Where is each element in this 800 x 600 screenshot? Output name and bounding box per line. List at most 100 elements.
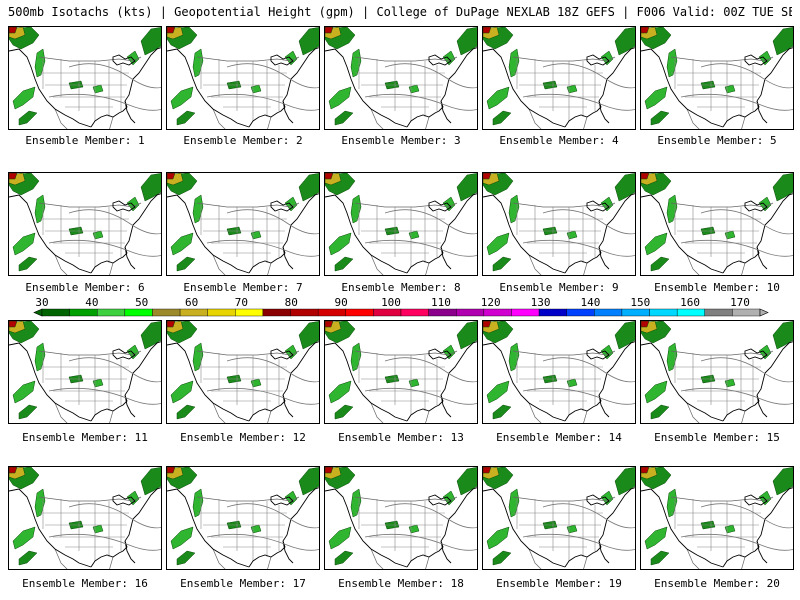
height-contour <box>522 93 635 111</box>
coastline <box>325 342 408 422</box>
colorbar-tick-label: 50 <box>135 296 148 309</box>
coastline <box>325 194 408 274</box>
isotach-shading <box>92 84 104 94</box>
isotach-shading <box>614 173 635 202</box>
isotach-shading <box>456 27 477 56</box>
ensemble-map <box>641 173 793 275</box>
coastline <box>406 100 444 128</box>
coastline <box>756 100 768 124</box>
coastline <box>483 488 566 568</box>
colorbar-swatch <box>207 308 236 317</box>
isotach-shading <box>328 380 352 404</box>
colorbar-swatch <box>179 308 208 317</box>
coastline <box>722 246 760 274</box>
member-label: Ensemble Member: 9 <box>499 281 619 294</box>
coastline <box>598 487 635 542</box>
colorbar-swatch <box>69 308 98 317</box>
coastline <box>722 540 760 568</box>
coastline <box>440 487 477 542</box>
coastline <box>124 246 136 270</box>
ensemble-map-panel <box>640 466 794 570</box>
coastline <box>756 193 793 248</box>
coastline <box>124 193 161 248</box>
colorbar-tick-label: 160 <box>680 296 700 309</box>
isotach-shading <box>666 194 678 224</box>
ensemble-map <box>9 321 161 423</box>
ensemble-map <box>483 321 635 423</box>
coastline <box>756 246 768 270</box>
height-contour <box>384 209 477 235</box>
colorbar-swatch <box>345 308 374 317</box>
country-boundary <box>54 548 114 569</box>
isotach-shading <box>250 524 262 534</box>
country-boundary <box>686 548 746 569</box>
height-contour <box>680 239 793 257</box>
colorbar-tick-label: 90 <box>334 296 347 309</box>
member-label: Ensemble Member: 15 <box>654 431 780 444</box>
isotach-shading <box>92 524 104 534</box>
isotach-shading <box>566 84 578 94</box>
isotach-shading <box>140 173 161 202</box>
member-label: Ensemble Member: 12 <box>180 431 306 444</box>
ensemble-map-panel <box>8 26 162 130</box>
isotach-shading <box>176 404 196 420</box>
isotach-shading <box>492 550 512 566</box>
ensemble-map <box>483 173 635 275</box>
great-lakes <box>270 200 294 212</box>
coastline <box>440 193 477 248</box>
isotach-shading <box>92 230 104 240</box>
height-contour <box>542 503 635 529</box>
coastline <box>564 394 602 422</box>
ensemble-map <box>167 173 319 275</box>
coastline <box>282 487 319 542</box>
country-boundary <box>370 402 430 423</box>
member-label: Ensemble Member: 17 <box>180 577 306 590</box>
isotach-shading <box>772 467 793 496</box>
isotach-shading <box>334 110 354 126</box>
colorbar-swatch <box>511 308 540 317</box>
isotach-shading <box>442 490 456 506</box>
member-label: Ensemble Member: 11 <box>22 431 148 444</box>
isotach-shading <box>298 467 319 496</box>
coastline <box>483 342 566 422</box>
isotach-shading <box>325 173 334 180</box>
great-lakes <box>112 494 136 506</box>
member-label: Ensemble Member: 20 <box>654 577 780 590</box>
colorbar-swatch <box>676 308 705 317</box>
isotach-shading <box>641 173 650 180</box>
isotach-shading <box>724 84 736 94</box>
colorbar-swatch <box>317 308 346 317</box>
isotach-shading <box>334 256 354 272</box>
isotach-shading <box>644 380 668 404</box>
coastline <box>124 487 161 542</box>
isotach-shading <box>12 232 36 256</box>
ensemble-map-panel <box>166 320 320 424</box>
colorbar-swatch <box>373 308 402 317</box>
country-boundary <box>212 254 272 275</box>
isotach-shading <box>483 27 492 34</box>
ensemble-map-panel <box>640 320 794 424</box>
colorbar-arrow-left <box>33 308 43 317</box>
height-contour <box>68 209 161 235</box>
coastline <box>167 194 250 274</box>
height-contour <box>700 63 793 89</box>
isotach-shading <box>140 321 161 350</box>
isotach-shading <box>350 342 362 372</box>
country-boundary <box>370 254 430 275</box>
height-contour <box>68 63 161 89</box>
ensemble-map-panel <box>324 172 478 276</box>
isotach-shading <box>644 232 668 256</box>
isotach-shading <box>666 488 678 518</box>
colorbar-swatch <box>235 308 264 317</box>
coastline <box>124 100 136 124</box>
great-lakes <box>744 200 768 212</box>
isotach-shading <box>167 467 176 474</box>
isotach-shading <box>12 380 36 404</box>
coastline <box>598 47 635 102</box>
ensemble-map <box>325 321 477 423</box>
isotach-shading <box>325 27 334 34</box>
ensemble-map <box>167 467 319 569</box>
isotach-shading <box>167 173 176 180</box>
isotach-shading <box>442 50 456 66</box>
coastline <box>124 540 136 564</box>
